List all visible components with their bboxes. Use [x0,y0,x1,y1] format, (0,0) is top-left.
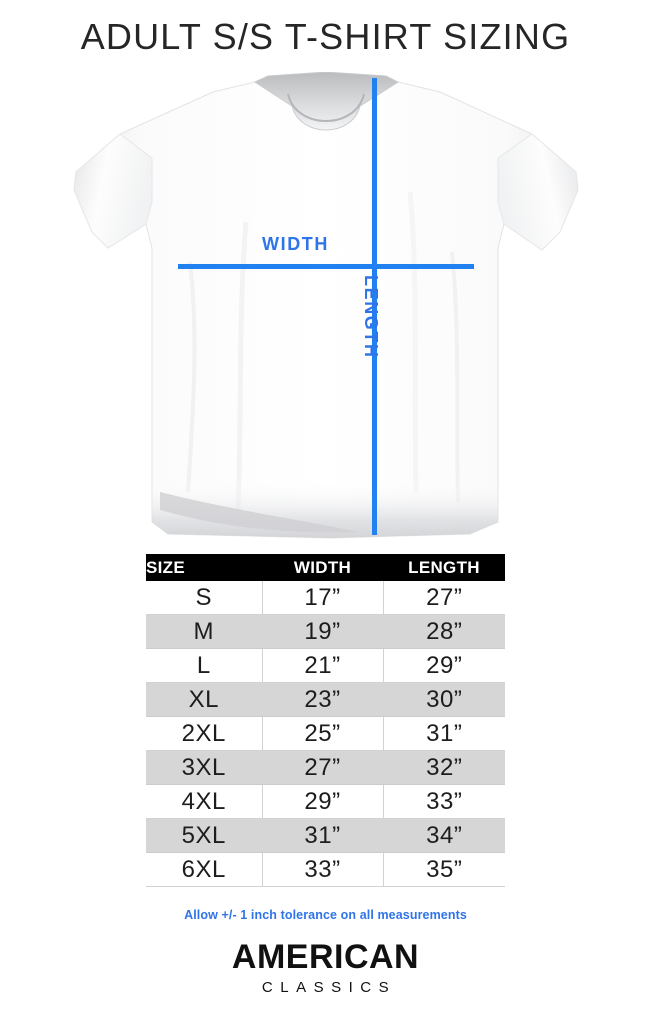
cell-length: 33” [383,784,505,819]
brand-tagline: CLASSICS [261,978,397,996]
cell-width: 17” [262,581,384,615]
shirt-collar [253,72,400,131]
shirt-sleeve-left [73,133,153,249]
cell-size: 6XL [146,852,263,887]
cell-length: 32” [383,750,505,785]
cell-length: 31” [383,716,505,751]
fabric-fold [407,191,419,493]
fabric-fold [235,221,249,513]
cell-size: XL [146,682,263,717]
table-row: 2XL 25” 31” [146,716,505,751]
cell-size: L [146,648,263,683]
cell-width: 33” [262,852,384,887]
cell-length: 27” [383,581,505,615]
table-header-row: SIZE WIDTH LENGTH [146,554,505,581]
cell-width: 23” [262,682,384,717]
cell-width: 25” [262,716,384,751]
brand-name: AMERICAN [231,938,420,976]
cell-length: 29” [383,648,505,683]
cell-size: S [146,581,263,615]
cell-width: 29” [262,784,384,819]
table-row: 5XL 31” 34” [146,818,505,853]
tolerance-note: Allow +/- 1 inch tolerance on all measur… [184,908,467,922]
cell-length: 34” [383,818,505,853]
fabric-fold [450,251,460,503]
cell-length: 35” [383,852,505,887]
table-row: L 21” 29” [146,648,505,683]
fabric-fold [186,261,197,493]
cell-size: 2XL [146,716,263,751]
tshirt-illustration [73,72,579,539]
cell-width: 31” [262,818,384,853]
table-row: 6XL 33” 35” [146,852,505,887]
table-row: XL 23” 30” [146,682,505,717]
hem-fold-shadow [160,492,360,533]
table-row: M 19” 28” [146,614,505,649]
size-table-container: SIZE WIDTH LENGTH S 17” 27” M 19” 28” L … [146,554,505,887]
tshirt-diagram: WIDTH LENGTH [0,72,651,542]
table-header: SIZE WIDTH LENGTH [146,554,505,581]
table-body: S 17” 27” M 19” 28” L 21” 29” XL 23” 30”… [146,581,505,887]
brand-logo: AMERICAN CLASSICS [0,938,651,996]
column-header-size: SIZE [146,554,262,581]
shirt-body [73,81,579,539]
cell-length: 28” [383,614,505,649]
collar-inner-shadow [287,93,365,122]
column-header-width: WIDTH [262,554,383,581]
table-row: 4XL 29” 33” [146,784,505,819]
cell-length: 30” [383,682,505,717]
cell-width: 19” [262,614,384,649]
cell-size: 4XL [146,784,263,819]
cell-size: 3XL [146,750,263,785]
cell-size: 5XL [146,818,263,853]
cell-size: M [146,614,263,649]
cell-width: 21” [262,648,384,683]
size-table: SIZE WIDTH LENGTH S 17” 27” M 19” 28” L … [146,554,505,887]
table-row: S 17” 27” [146,581,505,615]
column-header-length: LENGTH [383,554,505,581]
cell-width: 27” [262,750,384,785]
shirt-sleeve-right [497,133,579,251]
page-title: ADULT S/S T-SHIRT SIZING [80,16,571,57]
table-row: 3XL 27” 32” [146,750,505,785]
